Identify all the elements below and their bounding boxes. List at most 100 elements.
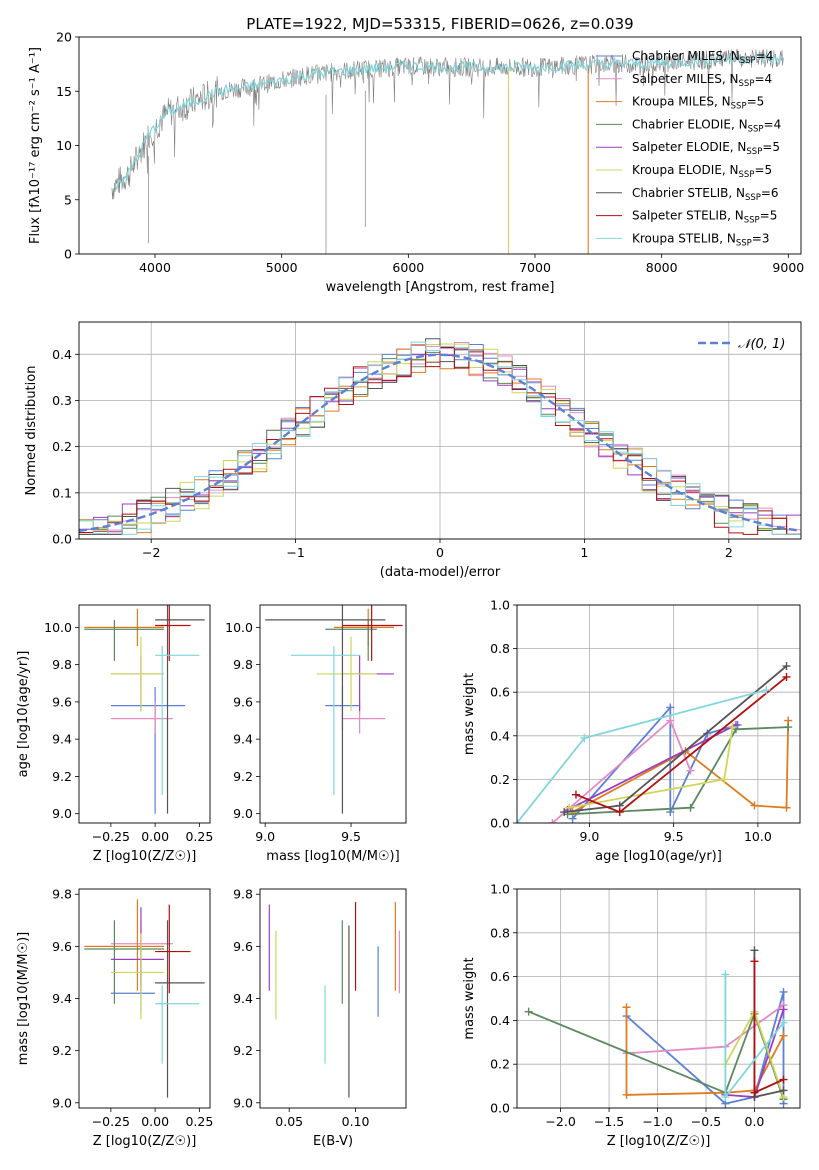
histogram-chabrier-stelib [79, 338, 801, 535]
point-marker-kroupa-miles [779, 1031, 788, 1040]
x-axis-label: Z [log10(Z/Z☉)] [93, 1134, 197, 1149]
legend-label: Chabrier ELODIE, NSSP=4 [632, 117, 781, 134]
legend-label: Salpeter STELIB, NSSP=5 [632, 209, 777, 226]
y-axis-label: mass weight [462, 957, 477, 1039]
series-line-salpeter-elodie [567, 724, 737, 811]
legend-label-sub: SSP [739, 170, 755, 180]
y-tick-label: 9.4 [233, 991, 253, 1006]
y-tick-label: 0.4 [490, 1013, 510, 1028]
y-tick-label: 10 [56, 138, 72, 153]
legend-label-sub: SSP [748, 124, 764, 134]
point-marker-salpeter-stelib [779, 1075, 788, 1084]
x-tick-label: 2 [725, 545, 733, 560]
y-tick-label: 0.0 [490, 1101, 510, 1116]
legend-label-sub: SSP [740, 56, 756, 66]
y-tick-label: 9.6 [52, 694, 72, 709]
y-tick-label: 0.1 [52, 485, 72, 500]
point-marker-chabrier-stelib [782, 662, 791, 671]
axes-frame [78, 604, 211, 824]
point-marker-chabrier-elodie [524, 1007, 533, 1016]
y-tick-label: 0.6 [490, 685, 510, 700]
point-marker-salpeter-stelib [782, 672, 791, 681]
y-tick-label: 9.2 [233, 769, 253, 784]
x-tick-label: 5000 [266, 260, 298, 275]
legend-label-count: =5 [760, 209, 778, 223]
x-tick-label: 0 [436, 545, 444, 560]
legend-label: Chabrier STELIB, NSSP=6 [632, 186, 779, 203]
x-tick-label: 0.10 [342, 1114, 370, 1129]
x-axis-label: E(B-V) [313, 1134, 353, 1149]
x-tick-label: 9.5 [664, 829, 684, 844]
x-axis-label: Z [log10(Z/Z☉)] [93, 849, 197, 864]
y-tick-label: 0.8 [490, 925, 510, 940]
x-tick-label: −1.5 [594, 1114, 624, 1129]
plot-area [79, 338, 801, 535]
x-axis-label: mass [log10(M/M☉)] [266, 849, 399, 864]
point-marker-salpeter-stelib [615, 808, 624, 817]
y-tick-label: 0.6 [490, 969, 510, 984]
data-spectrum-line [111, 48, 784, 200]
series-line-salpeter-stelib [575, 676, 788, 814]
point-marker-chabrier-stelib [560, 808, 569, 817]
panel-residuals: −2 −1 0 1 2 0.0 0.1 0.2 0.3 0.4 (data-model)/error… [24, 321, 802, 580]
y-axis-label: Flux [fλ10⁻¹⁷ erg cm⁻² s⁻¹ A⁻¹] [28, 47, 43, 244]
point-marker-chabrier-miles [666, 703, 675, 712]
x-tick-label: 0.00 [141, 829, 169, 844]
legend-label-count: =4 [756, 49, 774, 63]
y-tick-label: 0.0 [490, 816, 510, 831]
y-tick-label: 0.3 [52, 393, 72, 408]
legend-label-count: =3 [752, 231, 770, 245]
panel-age_vs_Z: −0.25 0.00 0.25 9.0 9.2 9.4 9.6 9.8 10.0 Z [log10… [16, 604, 213, 864]
x-tick-label: 8000 [646, 260, 678, 275]
y-tick-label: 1.0 [490, 598, 510, 613]
y-tick-label: 0.4 [490, 728, 510, 743]
y-tick-label: 9.2 [52, 1043, 72, 1058]
y-tick-label: 10.0 [225, 620, 253, 635]
panel-weight_vs_age: 9.0 9.5 10.0 0.0 0.2 0.4 0.6 0.8 1.0 age [log10(a… [462, 598, 801, 864]
legend-label-sub: SSP [736, 238, 752, 248]
y-tick-label: 0.2 [490, 772, 510, 787]
x-tick-label: −1 [286, 545, 304, 560]
legend-label-main: Chabrier ELODIE, N [632, 117, 748, 131]
y-tick-label: 9.4 [52, 991, 72, 1006]
y-tick-label: 9.6 [233, 694, 253, 709]
model-line-kroupa-stelib [113, 52, 784, 191]
x-tick-label: 0.00 [141, 1114, 169, 1129]
point-marker-kroupa-miles [622, 1090, 631, 1099]
x-tick-label: 4000 [139, 260, 171, 275]
legend-label-sub: SSP [744, 216, 760, 226]
point-marker-kroupa-elodie [728, 723, 737, 732]
point-marker-kroupa-stelib [721, 970, 730, 979]
legend-label: Salpeter MILES, NSSP=4 [632, 72, 772, 89]
legend-label-count: =6 [761, 186, 779, 200]
point-marker-kroupa-stelib [762, 686, 771, 695]
point-marker-salpeter-stelib [750, 957, 759, 966]
legend-label: Salpeter ELODIE, NSSP=5 [632, 140, 780, 157]
series-line-chabrier-elodie [528, 1010, 785, 1100]
y-axis-label: age [log10(age/yr)] [16, 651, 31, 778]
y-tick-label: 0.0 [52, 532, 72, 547]
y-tick-label: 0.8 [490, 641, 510, 656]
x-tick-label: 0.25 [185, 829, 213, 844]
legend-label-main: Chabrier MILES, N [632, 49, 740, 63]
plot-area [268, 902, 400, 1098]
panel-spectrum: 4000 5000 6000 7000 8000 9000 0 5 10 15 20 waveleng… [28, 15, 804, 295]
x-tick-label: −0.25 [92, 829, 130, 844]
chart-title: PLATE=1922, MJD=53315, FIBERID=0626, z=0… [246, 15, 633, 33]
x-tick-label: 9.0 [579, 829, 599, 844]
y-tick-label: 9.8 [233, 657, 253, 672]
y-tick-label: 9.0 [233, 1095, 253, 1110]
y-tick-label: 0 [64, 247, 72, 262]
point-marker-salpeter-miles [666, 716, 675, 725]
point-marker-kroupa-elodie [565, 803, 574, 812]
point-marker-salpeter-stelib [571, 790, 580, 799]
legend-label: Kroupa MILES, NSSP=5 [632, 95, 764, 112]
x-axis-label: Z [log10(Z/Z☉)] [607, 1134, 711, 1149]
point-marker-kroupa-stelib [580, 733, 589, 742]
x-tick-label: 6000 [392, 260, 424, 275]
point-marker-kroupa-stelib [721, 1093, 730, 1102]
y-tick-label: 0.4 [52, 347, 72, 362]
x-axis-label: age [log10(age/yr)] [595, 849, 722, 864]
point-marker-chabrier-miles [779, 987, 788, 996]
y-tick-label: 10.0 [44, 620, 72, 635]
